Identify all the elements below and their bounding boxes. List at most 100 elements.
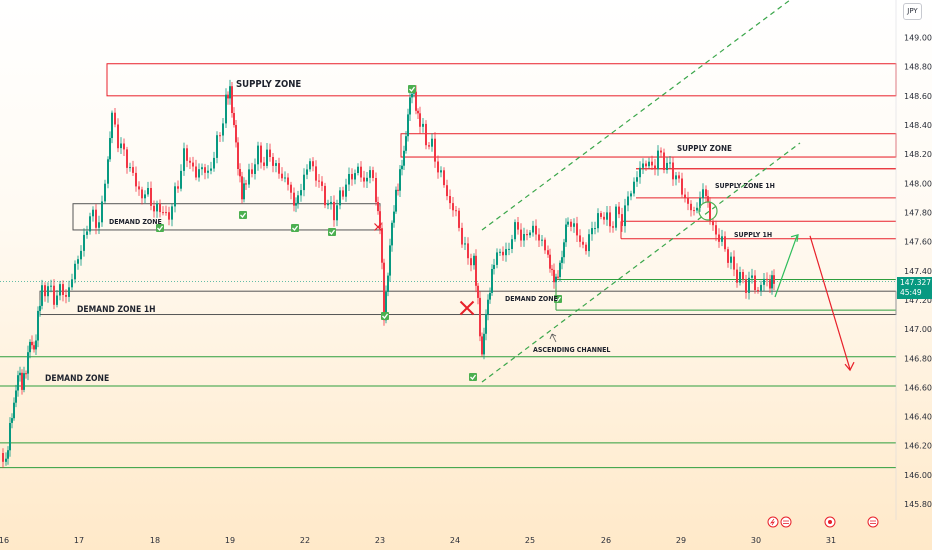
candle-body [321, 181, 323, 186]
candle-body [712, 221, 714, 226]
price-tick-label: 147.200 [904, 296, 932, 305]
candle-body [487, 299, 489, 315]
candle-body [557, 276, 559, 278]
candle-body [369, 170, 371, 178]
economic-event-icon[interactable] [767, 516, 779, 528]
candle-body [411, 93, 413, 98]
candle-body [760, 284, 762, 291]
candle-body [254, 164, 256, 174]
candle-body [766, 278, 768, 281]
candle-body [696, 207, 698, 211]
time-tick-label: 16 [0, 536, 9, 545]
candle-body [229, 86, 231, 99]
economic-event-icon[interactable] [824, 516, 836, 528]
candle-body [360, 166, 362, 178]
candle-body [372, 170, 374, 178]
candle-body [275, 163, 277, 166]
price-tick-label: 146.000 [904, 471, 932, 480]
candle-body [83, 234, 85, 251]
annotation-marks [156, 85, 718, 381]
forecast-up-arrowhead-icon [790, 233, 799, 242]
candle-body [559, 262, 561, 278]
candle-body [709, 201, 711, 222]
candle-body [150, 188, 152, 206]
candle-body [567, 221, 569, 225]
candle-body [198, 169, 200, 178]
zone-labels: SUPPLY ZONE SUPPLY ZONE SUPPLY ZONE 1H SUPP… [45, 79, 775, 384]
candle-body [165, 212, 167, 214]
candle-body [541, 239, 543, 241]
candle-body [95, 209, 97, 228]
candle-body [204, 167, 206, 173]
candle-body [19, 372, 21, 376]
candle-body [47, 286, 49, 297]
candle-body [405, 136, 407, 151]
candle-body [138, 186, 140, 190]
candle-body [645, 163, 647, 167]
zone-label-supply-zone-1h-a: SUPPLY ZONE 1H [715, 182, 775, 190]
candle-body [425, 123, 427, 146]
candle-body [630, 193, 632, 197]
candle-body [303, 174, 305, 191]
candle-body [171, 206, 173, 220]
candle-body [407, 114, 409, 137]
candle-body [705, 189, 707, 197]
candle-body [293, 192, 295, 206]
check-icon [239, 211, 247, 219]
candle-body [467, 243, 469, 259]
candle-body [483, 333, 485, 355]
zone-box [106, 63, 897, 97]
zone-label-ascending-channel: ASCENDING CHANNEL [533, 346, 610, 354]
time-tick-label: 23 [375, 536, 385, 545]
candle-body [642, 163, 644, 168]
zones-layer [0, 63, 897, 469]
candle-body [86, 231, 88, 235]
economic-event-icon[interactable] [780, 516, 792, 528]
candle-body [538, 234, 540, 241]
pointer-arrow-icon [549, 333, 557, 343]
candle-body [315, 166, 317, 181]
candle-body [699, 198, 701, 208]
candle-body [129, 167, 131, 169]
candle-body [109, 138, 111, 160]
candle-body [290, 184, 292, 193]
candle-body [563, 242, 565, 258]
candle-body [168, 212, 170, 220]
candle-body [318, 180, 320, 182]
candle-body [177, 186, 179, 189]
candle-body [702, 189, 704, 199]
candle-body [23, 373, 25, 390]
candle-body [687, 197, 689, 204]
candle-body [675, 175, 677, 180]
candle-body [330, 201, 332, 204]
candle-body [92, 209, 94, 217]
candle-body [269, 149, 271, 157]
economic-event-icon[interactable] [867, 516, 879, 528]
candle-body [245, 183, 247, 185]
candle-body [499, 251, 501, 253]
candle-body [162, 212, 164, 214]
candle-body [663, 152, 665, 170]
candle-body [174, 186, 176, 207]
candle-body [192, 162, 194, 167]
candle-body [496, 252, 498, 265]
candle-body [180, 170, 182, 189]
candle-body [549, 254, 551, 269]
currency-badge[interactable]: JPY [903, 3, 922, 20]
candle-body [114, 112, 116, 125]
candle-body [15, 390, 17, 403]
time-tick-label: 24 [450, 536, 460, 545]
zone-box [400, 133, 897, 158]
price-tick-label: 148.200 [904, 150, 932, 159]
candle-body [101, 201, 103, 223]
candle-body [385, 291, 387, 321]
cross-icon [459, 300, 475, 316]
candle-body [59, 284, 61, 296]
candle-body [555, 276, 557, 283]
candle-body [278, 163, 280, 174]
candle-body [11, 418, 13, 423]
check-icon [381, 312, 389, 320]
forecast-path [774, 233, 855, 372]
